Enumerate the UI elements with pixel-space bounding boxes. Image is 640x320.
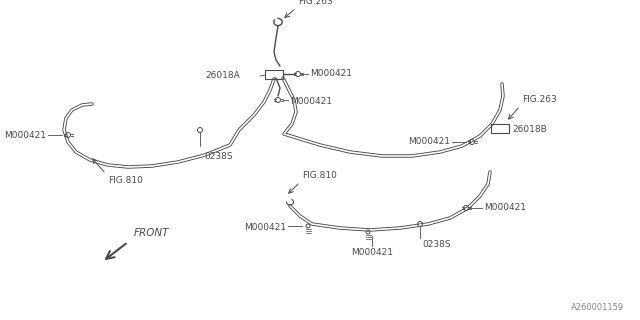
Text: M000421: M000421 [351, 248, 393, 257]
Text: M000421: M000421 [310, 69, 352, 78]
Text: FIG.810: FIG.810 [302, 171, 337, 180]
Bar [265, 69, 283, 78]
Text: 26018A: 26018A [205, 71, 240, 81]
Text: 26018B: 26018B [512, 125, 547, 134]
Text: 0238S: 0238S [422, 240, 451, 249]
Text: A260001159: A260001159 [571, 303, 624, 312]
Text: M000421: M000421 [290, 98, 332, 107]
Text: FIG.810: FIG.810 [108, 176, 143, 185]
Text: FIG.263: FIG.263 [522, 95, 557, 104]
Text: M000421: M000421 [4, 131, 46, 140]
Text: M000421: M000421 [408, 138, 450, 147]
Text: FIG.263: FIG.263 [298, 0, 333, 6]
Text: 0238S: 0238S [204, 152, 232, 161]
Bar [491, 124, 509, 132]
Text: M000421: M000421 [484, 204, 526, 212]
Text: FRONT: FRONT [134, 228, 170, 238]
Text: M000421: M000421 [244, 223, 286, 233]
